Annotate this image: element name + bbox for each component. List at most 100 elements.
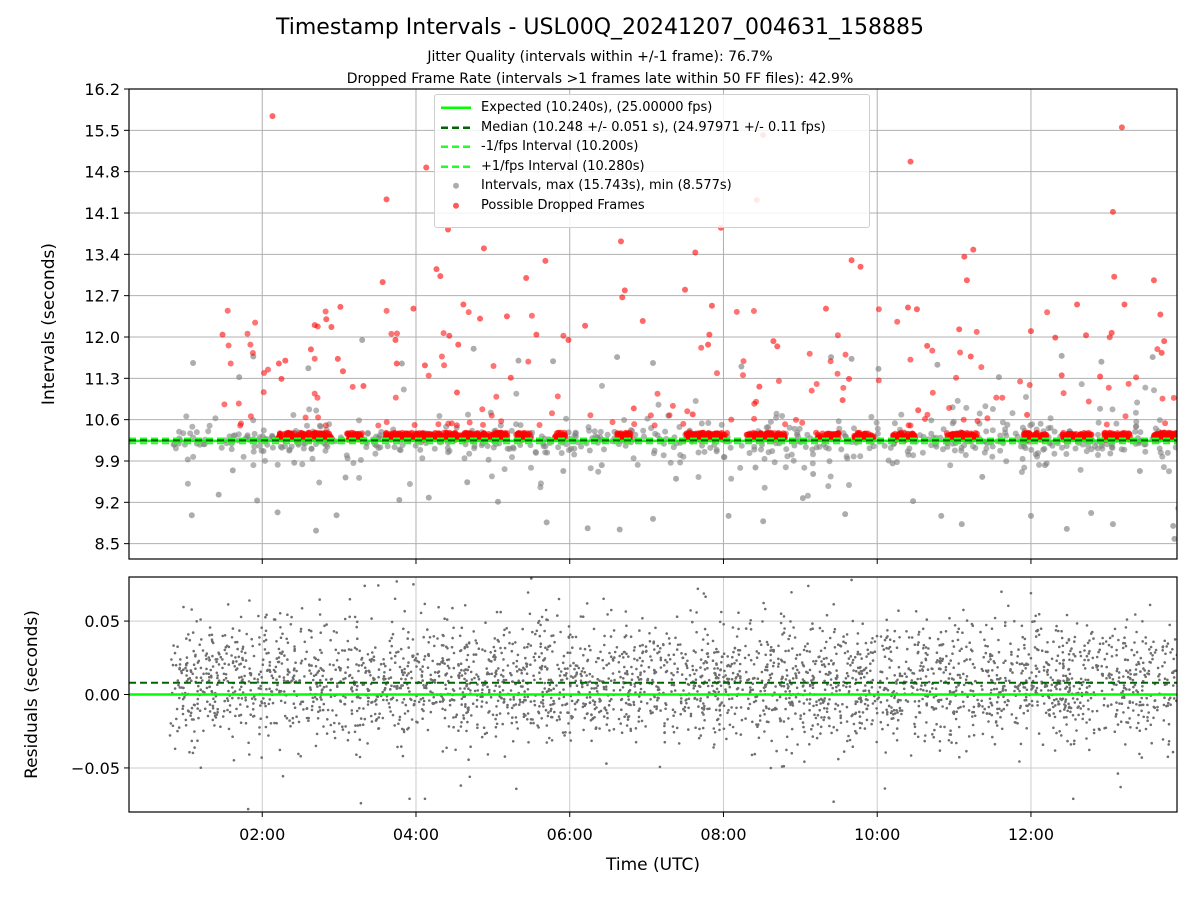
residual-point (727, 677, 731, 681)
residual-point (508, 631, 511, 634)
residual-point (749, 658, 753, 662)
residual-point (197, 684, 200, 688)
residual-point (488, 688, 491, 692)
residual-point (252, 654, 256, 658)
residual-point (283, 701, 287, 704)
residual-point (278, 675, 281, 678)
residual-point (311, 696, 315, 700)
residual-point (1062, 664, 1065, 668)
residual-point (1092, 637, 1095, 640)
interval-point (1037, 420, 1044, 427)
residual-point (817, 698, 821, 702)
residual-point (211, 640, 214, 643)
residual-point (854, 669, 858, 673)
residual-point (406, 664, 410, 668)
residual-point (569, 633, 572, 636)
residual-point (1173, 638, 1177, 641)
residual-point (825, 710, 829, 714)
residual-point (619, 722, 622, 725)
residual-point (758, 639, 762, 643)
residual-point (648, 640, 652, 643)
residual-point (415, 665, 418, 668)
residual-point (1060, 698, 1063, 702)
residual-point (314, 744, 318, 748)
residual-point (829, 671, 832, 675)
interval-point (591, 428, 598, 435)
residual-point (613, 650, 617, 654)
residual-point (740, 718, 744, 722)
residual-point (777, 657, 780, 661)
residual-point (672, 653, 676, 656)
residual-point (997, 695, 1000, 699)
residual-point (190, 608, 193, 611)
dropped-frame-point (706, 331, 713, 338)
residual-point (895, 682, 898, 685)
residual-point (178, 663, 182, 666)
residual-point (687, 706, 690, 710)
dropped-frame-point (383, 196, 390, 203)
residual-point (885, 618, 888, 622)
residual-point (958, 649, 962, 653)
residual-point (355, 620, 359, 624)
residual-point (765, 640, 769, 644)
residual-point (747, 697, 750, 701)
residual-point (886, 710, 889, 714)
residual-point (917, 630, 921, 634)
residual-point (377, 727, 381, 730)
interval-point (928, 430, 935, 437)
interval-point (1095, 431, 1101, 438)
dropped-frame-point (247, 341, 254, 348)
residual-point (265, 613, 268, 617)
interval-point (850, 453, 857, 460)
residual-point (334, 648, 338, 652)
residual-point (504, 678, 508, 682)
residual-point (384, 677, 387, 681)
residual-point (1023, 643, 1026, 647)
residual-point (938, 740, 942, 743)
residual-point (625, 624, 628, 628)
interval-point (738, 363, 745, 370)
residual-point (898, 706, 902, 710)
residual-point (217, 663, 221, 666)
residual-point (208, 658, 211, 662)
dropped-frame-point (973, 328, 980, 335)
residual-point (265, 687, 268, 691)
residual-point (1151, 654, 1154, 657)
residual-point (571, 635, 574, 639)
residual-point (948, 702, 951, 706)
residual-point (737, 611, 740, 614)
residual-point (791, 667, 795, 670)
residual-point (846, 650, 850, 653)
residual-point (351, 700, 354, 703)
residual-point (487, 658, 491, 661)
residual-point (484, 621, 487, 624)
residual-point (370, 657, 374, 661)
residual-point (939, 659, 942, 663)
residual-point (910, 636, 914, 639)
interval-point (528, 464, 534, 471)
residual-point (720, 610, 723, 614)
residual-point (398, 715, 402, 719)
residual-point (566, 651, 569, 654)
residual-point (1010, 650, 1013, 654)
residual-point (1092, 728, 1096, 732)
residual-point (598, 700, 601, 703)
residual-point (603, 634, 606, 638)
residual-point (244, 651, 247, 655)
dropped-frame-point (438, 353, 445, 360)
residual-point (196, 697, 200, 701)
dropped-frame-point (860, 433, 867, 440)
residual-point (429, 678, 433, 681)
residual-point (780, 677, 783, 681)
residual-point (529, 721, 533, 725)
residual-point (428, 636, 432, 639)
residual-point (757, 736, 761, 740)
residual-point (1004, 659, 1007, 663)
residual-point (997, 677, 1001, 681)
residual-point (1034, 674, 1038, 678)
residual-point (948, 733, 952, 736)
residual-point (1115, 653, 1118, 657)
residual-point (769, 653, 772, 657)
residual-point (1122, 711, 1125, 714)
residual-point (412, 703, 416, 707)
